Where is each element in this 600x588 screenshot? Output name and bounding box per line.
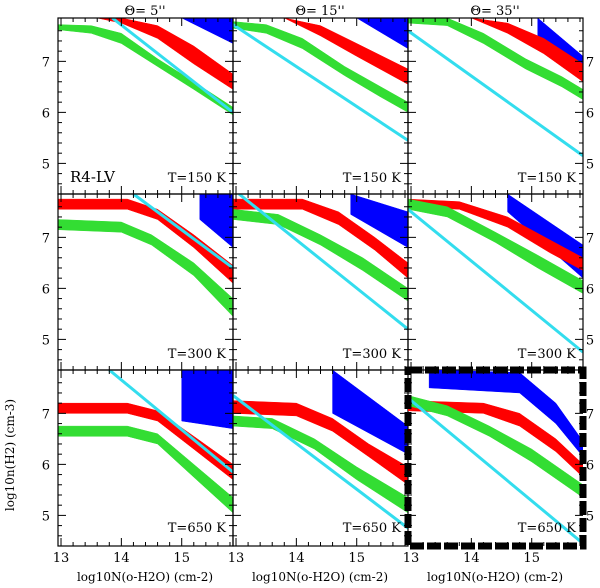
green-band — [408, 18, 583, 100]
x-tick-label: 14 — [288, 551, 305, 566]
cyan-line — [132, 194, 233, 270]
panel-ticks — [233, 194, 408, 370]
green-band — [233, 209, 408, 302]
highlight-frame — [404, 366, 587, 550]
y-tick-label-left: 7 — [42, 55, 50, 70]
axis-layer: 5 5 6 6 7 7 5 5 6 6 7 7 5 5 6 6 7 7 13 14 15 13 14 15 13 14 15 — [42, 55, 594, 566]
y-tick-label-right: 5 — [586, 333, 594, 348]
cyan-line — [408, 29, 583, 157]
temp-label-r3c3: T=650 K — [518, 521, 577, 536]
temp-label-r1c1: T=150 K — [168, 171, 227, 186]
panel-r1c2 — [232, 17, 409, 195]
x-tick-label: 13 — [53, 551, 70, 566]
y-tick-label-right: 6 — [586, 458, 594, 473]
y-tick-label-right: 7 — [586, 231, 594, 246]
x-tick-label: 15 — [348, 551, 365, 566]
panel-ticks — [408, 370, 583, 546]
y-tick-label-left: 7 — [42, 231, 50, 246]
x-tick-label: 15 — [523, 551, 540, 566]
column-title-3: Θ= 35'' — [470, 4, 519, 19]
x-axis-title-2: log10N(o-H2O) (cm-2) — [252, 570, 388, 584]
blue-band — [428, 370, 583, 458]
panel-r3c1 — [57, 369, 234, 547]
panel-r2c1 — [57, 193, 234, 371]
green-band — [233, 415, 408, 514]
blue-band — [332, 370, 408, 455]
x-tick-label: 15 — [173, 551, 190, 566]
temp-label-r3c1: T=650 K — [168, 521, 227, 536]
cyan-line — [111, 18, 233, 114]
y-tick-label-right: 5 — [586, 157, 594, 172]
y-axis-title: log10n(H2) (cm-3) — [3, 399, 17, 511]
blue-band — [181, 18, 233, 44]
cyan-line — [408, 396, 583, 545]
panel-r1c3 — [407, 17, 584, 195]
y-tick-label-right: 5 — [586, 509, 594, 524]
red-band — [471, 18, 583, 83]
panel-ticks — [58, 18, 233, 194]
y-tick-label-right: 6 — [586, 282, 594, 297]
blue-band — [350, 194, 408, 248]
panel-r2c2 — [232, 193, 409, 371]
x-tick-label: 13 — [403, 551, 420, 566]
cyan-line — [233, 394, 408, 530]
green-band — [58, 219, 233, 317]
red-band — [97, 18, 233, 90]
panel-ticks — [58, 370, 233, 546]
y-tick-label-left: 6 — [42, 458, 50, 473]
y-tick-label-left: 5 — [42, 333, 50, 348]
temp-label-r1c2: T=150 K — [343, 171, 402, 186]
red-band — [233, 198, 408, 279]
green-band — [408, 395, 583, 498]
column-title-2: Θ= 15'' — [295, 4, 344, 19]
temp-label-r1c3: T=150 K — [518, 171, 577, 186]
temp-label-r2c1: T=300 K — [168, 347, 227, 362]
temp-label-r2c3: T=300 K — [518, 347, 577, 362]
x-tick-label: 14 — [463, 551, 480, 566]
column-title-1: Θ= 5'' — [124, 4, 165, 19]
y-tick-label-right: 6 — [586, 106, 594, 121]
blue-band — [199, 194, 233, 248]
green-band — [58, 24, 233, 116]
cyan-line — [238, 194, 408, 331]
y-tick-label-left: 5 — [42, 157, 50, 172]
x-axis-title-3: log10N(o-H2O) (cm-2) — [427, 570, 563, 584]
y-tick-label-left: 5 — [42, 509, 50, 524]
green-band — [408, 198, 583, 294]
y-tick-label-left: 7 — [42, 407, 50, 422]
panel-r2c3 — [407, 193, 584, 371]
panel-frame — [232, 17, 409, 195]
x-tick-label: 14 — [113, 551, 130, 566]
cyan-line — [108, 370, 233, 474]
panel-ticks — [233, 18, 408, 194]
green-band — [58, 425, 233, 514]
y-tick-label-right: 7 — [586, 407, 594, 422]
blue-band — [181, 370, 233, 429]
cyan-line — [233, 23, 408, 142]
panel-r3c3 — [404, 366, 587, 550]
x-axis-title-1: log10N(o-H2O) (cm-2) — [77, 570, 213, 584]
y-tick-label-left: 6 — [42, 106, 50, 121]
source-label: R4-LV — [70, 168, 116, 186]
red-band — [284, 18, 408, 85]
blue-band — [356, 18, 408, 49]
cyan-line — [408, 208, 583, 354]
panel-ticks — [58, 194, 233, 370]
green-band — [233, 21, 408, 113]
temp-label-r3c2: T=650 K — [343, 521, 402, 536]
panel-grid — [57, 17, 587, 550]
panel-ticks — [408, 18, 583, 194]
y-tick-label-left: 6 — [42, 282, 50, 297]
y-tick-label-right: 7 — [586, 55, 594, 70]
temp-label-r2c2: T=300 K — [343, 347, 402, 362]
panel-r3c2 — [232, 369, 409, 547]
x-tick-label: 13 — [228, 551, 245, 566]
